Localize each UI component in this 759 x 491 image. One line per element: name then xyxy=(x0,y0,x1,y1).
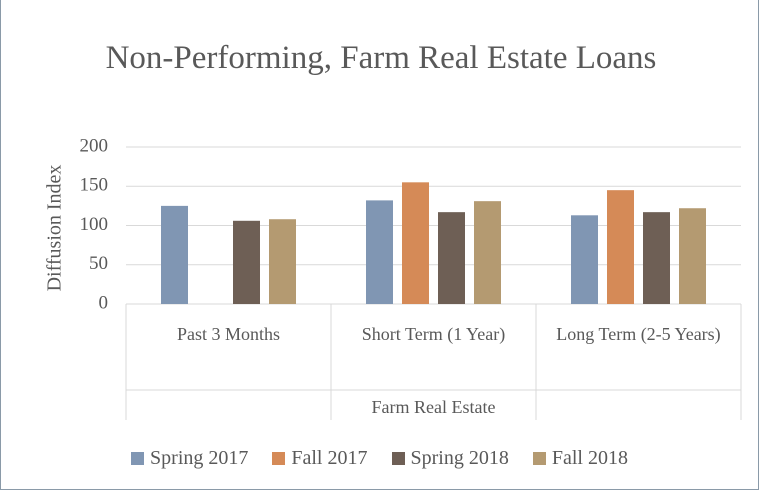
legend-swatch xyxy=(391,452,405,465)
legend-swatch xyxy=(532,452,546,465)
bar xyxy=(679,208,706,304)
y-tick-label: 50 xyxy=(89,253,108,274)
legend-swatch xyxy=(131,452,145,465)
chart-title: Non-Performing, Farm Real Estate Loans xyxy=(105,40,657,76)
legend-swatch xyxy=(272,452,286,465)
legend-item: Fall 2017 xyxy=(272,447,368,470)
bar xyxy=(438,212,465,304)
y-tick-label: 100 xyxy=(80,214,109,235)
bar xyxy=(474,201,501,304)
group-label: Farm Real Estate xyxy=(371,397,496,417)
x-tick-label: Short Term (1 Year) xyxy=(361,324,506,344)
legend-item: Spring 2018 xyxy=(391,447,509,470)
bar xyxy=(161,205,188,304)
bar xyxy=(269,219,296,304)
legend-label: Spring 2017 xyxy=(150,447,249,469)
bar xyxy=(233,220,260,304)
y-axis-label: Diffusion Index xyxy=(44,165,66,292)
y-tick-label: 150 xyxy=(80,175,109,196)
bar xyxy=(402,182,429,304)
legend-label: Fall 2018 xyxy=(551,447,628,469)
legend-label: Spring 2018 xyxy=(410,447,509,469)
x-tick-label: Past 3 Months xyxy=(176,324,281,344)
legend-item: Fall 2018 xyxy=(532,447,628,470)
bar xyxy=(607,190,634,304)
y-tick-label: 200 xyxy=(80,135,109,156)
bar xyxy=(366,200,393,304)
legend-label: Fall 2017 xyxy=(291,447,368,469)
bar xyxy=(643,212,670,304)
bar xyxy=(571,215,598,304)
legend: Spring 2017 Fall 2017 Spring 2018 Fall 2018 xyxy=(1,447,758,470)
legend-item: Spring 2017 xyxy=(131,447,248,470)
x-tick-label: Long Term (2-5 Years) xyxy=(556,324,721,344)
y-tick-label: 0 xyxy=(99,292,109,313)
